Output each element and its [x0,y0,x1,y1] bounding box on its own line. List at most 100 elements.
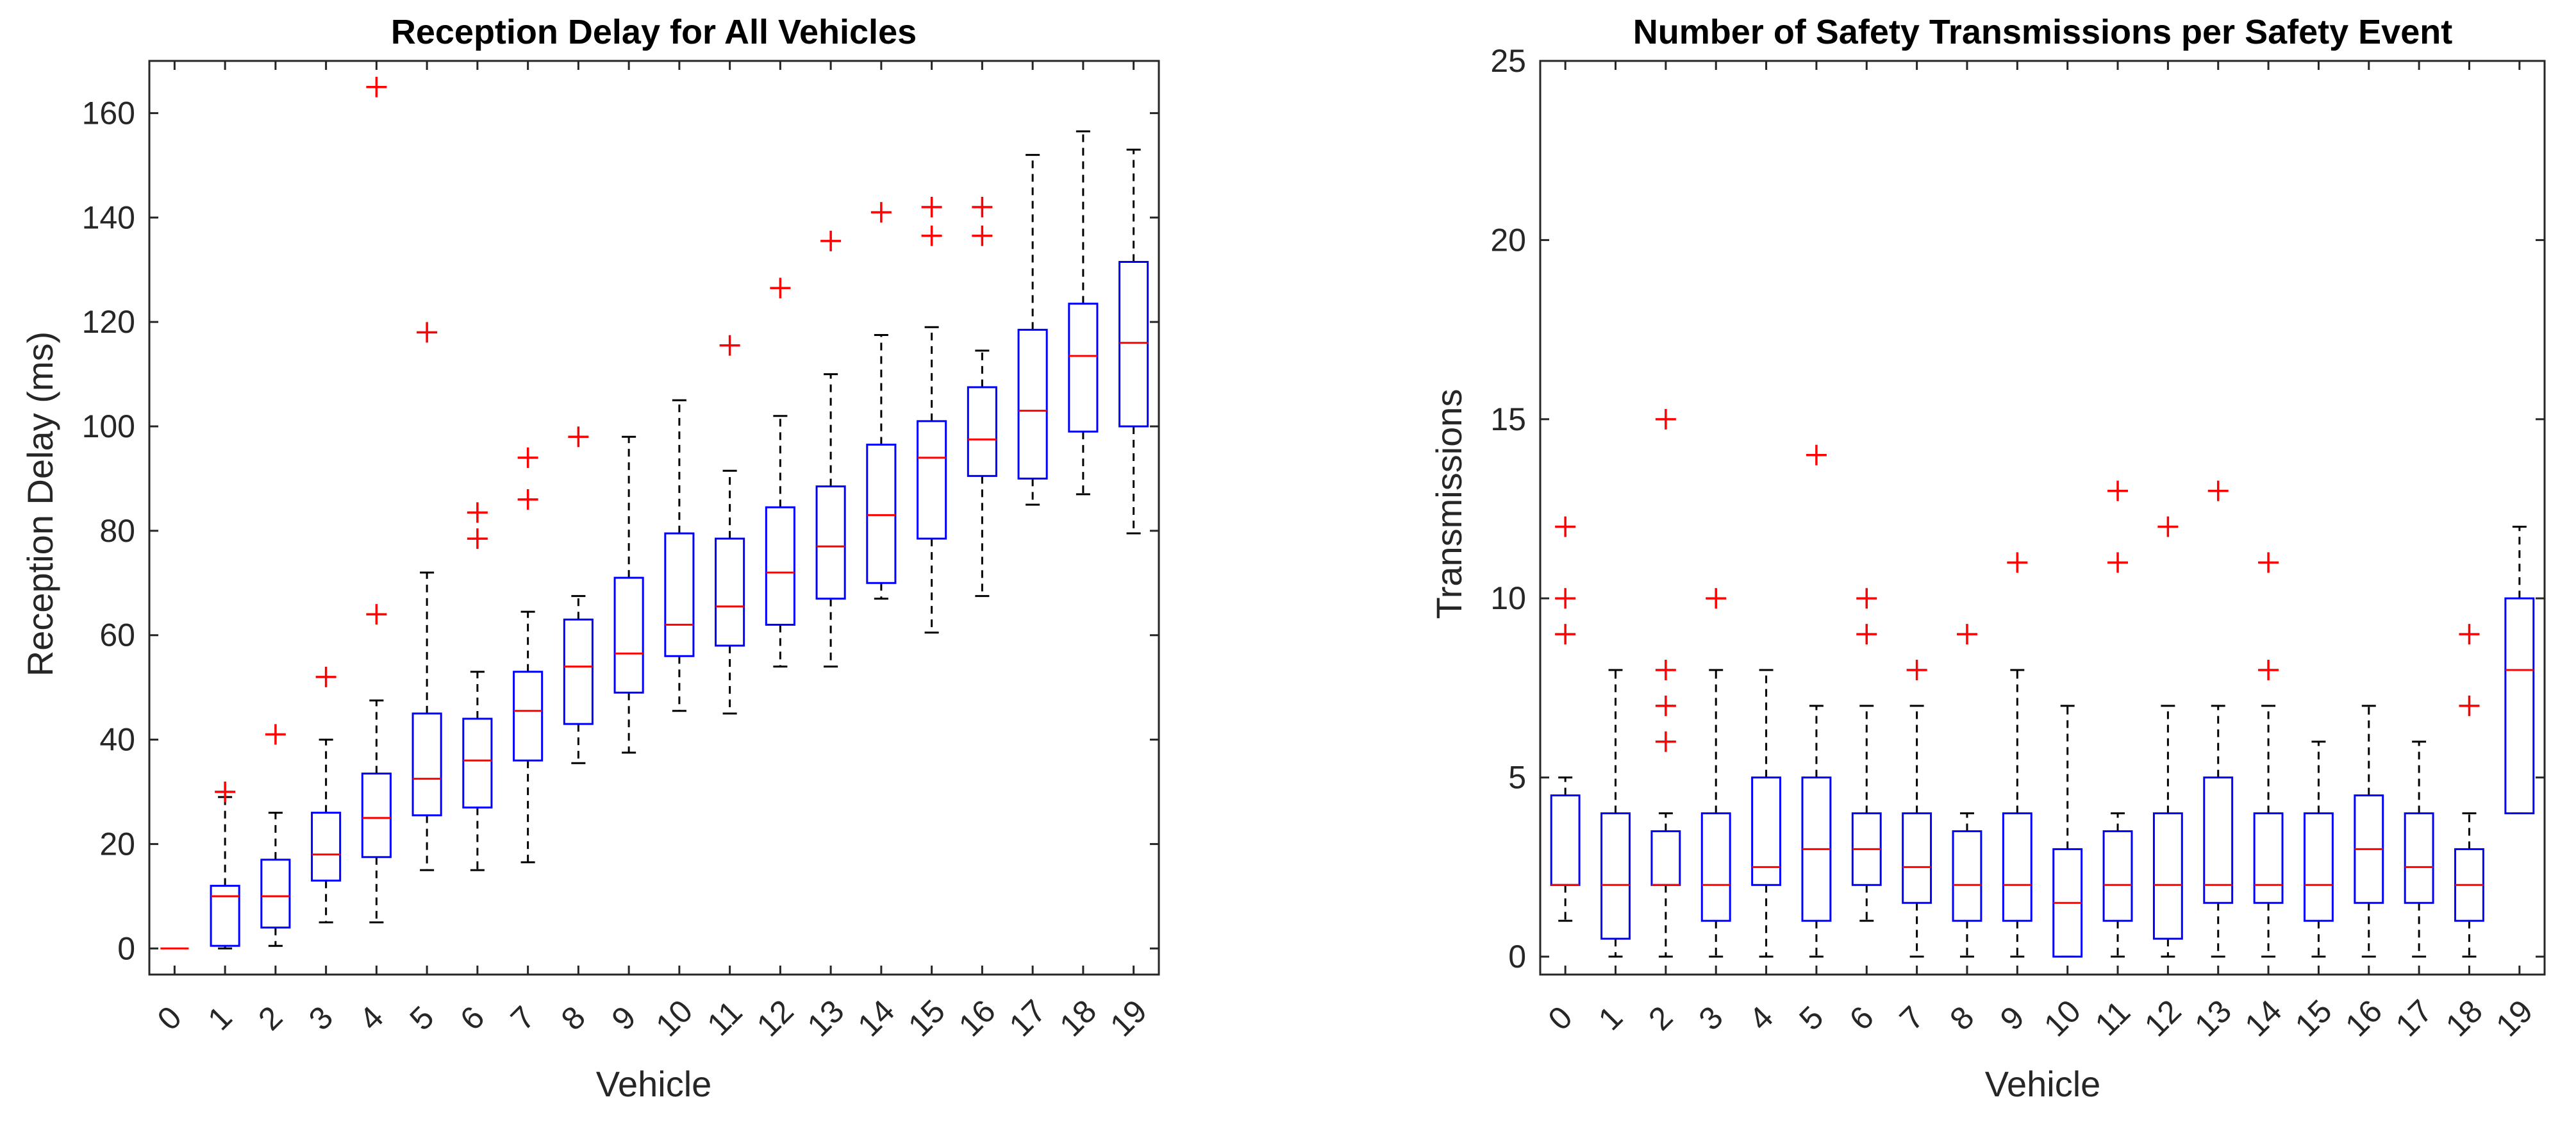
outlier-point [2107,552,2129,573]
y-tick-label: 140 [82,199,135,235]
x-tick-label: 18 [2439,993,2489,1044]
outlier-point [2459,624,2480,645]
box-vehicle-10 [2052,705,2083,958]
box-vehicle-14 [2253,552,2284,958]
outlier-point [2258,552,2279,573]
x-tick-label: 15 [2288,993,2339,1044]
outlier-point [1655,408,1676,430]
outlier-point [417,322,438,343]
x-tick-label: 13 [2188,993,2238,1044]
x-tick-label: 1 [1591,999,1629,1037]
iqr-box [2504,597,2535,815]
iqr-box [664,532,695,657]
y-tick-label: 20 [1490,222,1526,258]
box-vehicle-1 [210,782,240,950]
x-axis-label: Vehicle [1985,1064,2101,1104]
outlier-point [1956,624,1977,645]
outlier-point [1655,731,1676,752]
outlier-point [2258,660,2279,680]
x-tick-label: 1 [201,999,238,1037]
iqr-box [1952,830,1982,922]
chart-reception-delay: Reception Delay for All Vehicles Vehicle… [20,13,1160,1104]
x-tick-label: 6 [1843,999,1881,1037]
outlier-point [972,225,993,246]
y-axis-label: Transmissions [1429,389,1469,619]
outlier-point [568,426,589,448]
iqr-box [1751,776,1782,886]
x-tick-label: 2 [1641,999,1679,1037]
x-tick-label: 16 [2338,993,2389,1044]
x-tick-label: 15 [901,993,952,1044]
box-vehicle-19 [2504,525,2535,815]
box-vehicle-19 [1118,148,1149,535]
outlier-point [1555,624,1576,645]
outlier-point [1806,444,1827,465]
plot-frame [148,60,1160,976]
iqr-box [210,885,240,947]
outlier-point [1706,588,1727,609]
y-tick-label: 20 [99,826,135,862]
outlier-point [2459,695,2480,716]
box-vehicle-8 [1952,624,1982,958]
outlier-point [2007,552,2028,573]
iqr-box [765,506,795,626]
outlier-point [1856,588,1877,609]
iqr-box [2152,812,2183,940]
iqr-box [1550,794,1581,886]
box-vehicle-4 [1751,669,1782,958]
outlier-point [2207,480,2229,501]
x-tick-label: 16 [952,993,1002,1044]
outlier-point [2157,516,2179,537]
iqr-box [513,671,544,762]
iqr-box [361,773,392,859]
x-tick-label: 4 [353,999,390,1037]
x-tick-label: 3 [1692,999,1730,1037]
x-tick-label: 2 [251,999,289,1037]
box-vehicle-17 [1017,154,1048,506]
outlier-point [1555,588,1576,609]
x-tick-label: 5 [403,999,440,1037]
outlier-point [972,197,993,217]
iqr-box [815,485,846,600]
y-tick-label: 100 [82,408,135,444]
box-vehicle-11 [715,335,745,715]
iqr-box [563,618,594,725]
box-vehicle-0 [1550,516,1581,922]
box-vehicle-14 [866,202,897,600]
box-vehicle-13 [2203,480,2234,958]
box-vehicle-7 [513,447,544,864]
box-vehicle-10 [664,399,695,712]
iqr-box [1600,812,1631,940]
box-vehicle-6 [462,502,493,871]
x-tick-label: 3 [302,999,340,1037]
iqr-box [866,444,897,584]
outlier-point [467,528,488,549]
box-vehicle-2 [1650,408,1681,958]
x-tick-label: 14 [851,993,901,1044]
box-vehicle-1 [1600,669,1631,958]
box-vehicle-15 [2303,741,2334,958]
outlier-point [921,197,942,217]
x-tick-label: 17 [1002,993,1053,1044]
outlier-point [1555,516,1576,537]
iqr-box [1068,303,1099,433]
box-vehicle-9 [613,435,644,754]
x-tick-label: 12 [750,993,801,1044]
outlier-point [820,230,842,251]
y-tick-label: 120 [82,304,135,340]
iqr-box [1902,812,1932,904]
box-vehicle-12 [765,278,795,668]
iqr-box [967,386,997,477]
x-tick-label: 8 [1943,999,1981,1037]
chart-safety-transmissions: Number of Safety Transmissions per Safet… [1429,13,2546,1104]
outlier-point [719,335,740,356]
y-tick-label: 0 [1508,939,1526,975]
x-tick-label: 9 [604,999,642,1037]
x-axis-label: Vehicle [596,1064,712,1104]
box-vehicle-12 [2152,516,2183,958]
iqr-box [2404,812,2434,904]
x-tick-label: 8 [554,999,592,1037]
iqr-box [2002,812,2032,922]
outlier-point [770,278,791,299]
